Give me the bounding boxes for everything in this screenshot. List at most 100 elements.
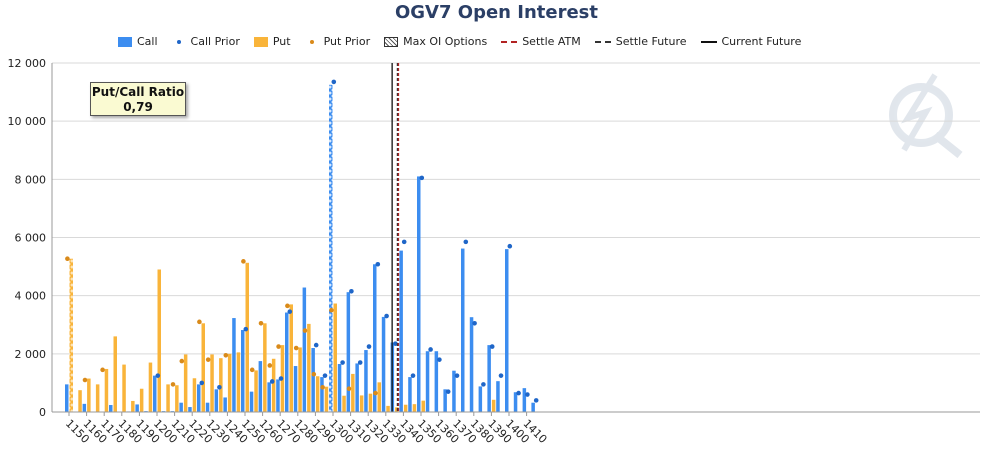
put-prior-dot [205, 357, 211, 362]
put-bar [342, 395, 346, 412]
legend-label: Max OI Options [403, 35, 488, 48]
legend-swatch [118, 36, 132, 47]
call-bar [434, 351, 439, 412]
y-tick-label: 2 000 [15, 348, 47, 361]
put-bar [122, 364, 126, 412]
call-prior-dot [516, 390, 521, 396]
legend-item-call-prior[interactable]: Call Prior [172, 35, 240, 48]
legend-label: Put Prior [323, 35, 371, 48]
call-bar [364, 350, 368, 412]
call-prior-dot [199, 380, 205, 386]
put-bar [87, 378, 91, 412]
put-prior-dot [258, 320, 264, 326]
put-bar [368, 393, 373, 412]
put-bar [236, 352, 241, 412]
put-bar [201, 323, 205, 412]
legend-item-current-future[interactable]: Current Future [700, 35, 802, 48]
put-bar [324, 386, 329, 412]
call-bar [276, 379, 280, 412]
call-bar [417, 176, 421, 412]
put-bar [78, 390, 82, 412]
chart-title: OGV7 Open Interest [394, 2, 598, 23]
put-bar [192, 378, 197, 412]
put-bar [254, 370, 258, 412]
call-prior-dot [349, 289, 354, 294]
call-prior-dot [419, 175, 425, 181]
call-bar [135, 404, 139, 412]
legend-item-put-prior[interactable]: Put Prior [305, 35, 371, 48]
call-prior-dot [445, 389, 451, 394]
call-prior-dot [428, 347, 433, 352]
call-bar [205, 402, 210, 412]
call-bar [496, 381, 500, 412]
legend-swatch [700, 41, 717, 43]
legend-item-settle-future[interactable]: Settle Future [594, 35, 687, 48]
call-bar [452, 370, 456, 412]
put-bar [227, 353, 232, 412]
call-bar [522, 388, 527, 412]
put-bar [166, 384, 170, 412]
call-prior-dot [481, 382, 486, 387]
put-prior-dot [329, 307, 334, 313]
call-bar [179, 402, 183, 412]
legend-item-put[interactable]: Put [253, 35, 291, 48]
call-bar [425, 351, 430, 412]
legend-label: Put [272, 35, 291, 48]
call-bar [469, 317, 474, 412]
put-prior-dot [267, 363, 273, 368]
put-bar [491, 399, 496, 412]
put-bar [307, 323, 311, 412]
call-bar [153, 375, 157, 412]
call-bar [267, 382, 271, 412]
legend-label: Current Future [721, 35, 802, 48]
call-bar [311, 348, 315, 412]
call-prior-dot [340, 360, 345, 365]
put-prior-dot [285, 303, 290, 309]
call-bar [214, 389, 219, 412]
call-prior-dot [454, 373, 460, 378]
call-prior-dot [287, 309, 293, 314]
put-bar [298, 347, 302, 412]
max-oi-put-bar [69, 258, 73, 412]
legend-item-call[interactable]: Call [118, 35, 158, 48]
put-bar [245, 262, 249, 412]
put-prior-dot [346, 386, 352, 392]
call-bar [302, 287, 307, 412]
put-bar [403, 404, 408, 412]
call-prior-dot [489, 344, 495, 349]
call-bar [285, 312, 289, 412]
put-prior-dot [223, 352, 229, 358]
y-tick-label: 0 [39, 406, 46, 419]
legend-swatch [253, 36, 268, 47]
put-bar [315, 376, 320, 412]
call-bar [381, 316, 386, 412]
call-prior-dot [375, 261, 381, 267]
put-prior-dot [170, 382, 176, 387]
call-bar [531, 402, 535, 412]
put-prior-dot [241, 259, 246, 264]
put-bar [263, 323, 267, 412]
put-prior-dot [179, 358, 185, 364]
put-bar [333, 303, 337, 412]
put-call-ratio-title: Put/Call Ratio [91, 85, 185, 99]
legend-item-settle-atm[interactable]: Settle ATM [501, 35, 581, 48]
put-prior-dot [311, 371, 317, 377]
put-call-ratio-value: 0,79 [123, 100, 153, 114]
legend-item-max-oi-options[interactable]: Max OI Options [384, 35, 487, 48]
watermark-logo-icon [889, 73, 963, 159]
put-prior-dot [320, 384, 325, 390]
call-bar [223, 397, 227, 412]
put-prior-dot [197, 319, 202, 325]
call-prior-dot [463, 239, 469, 245]
put-bar [157, 269, 161, 412]
call-bar [355, 363, 359, 412]
put-bar [271, 358, 276, 412]
call-prior-dot [437, 357, 442, 362]
call-bar [337, 364, 342, 412]
legend-label: Settle Future [615, 35, 687, 48]
legend-swatch [594, 41, 611, 43]
call-prior-dot [472, 320, 477, 326]
put-bar [412, 404, 417, 412]
y-tick-label: 4 000 [15, 290, 47, 303]
call-bar [197, 384, 201, 412]
